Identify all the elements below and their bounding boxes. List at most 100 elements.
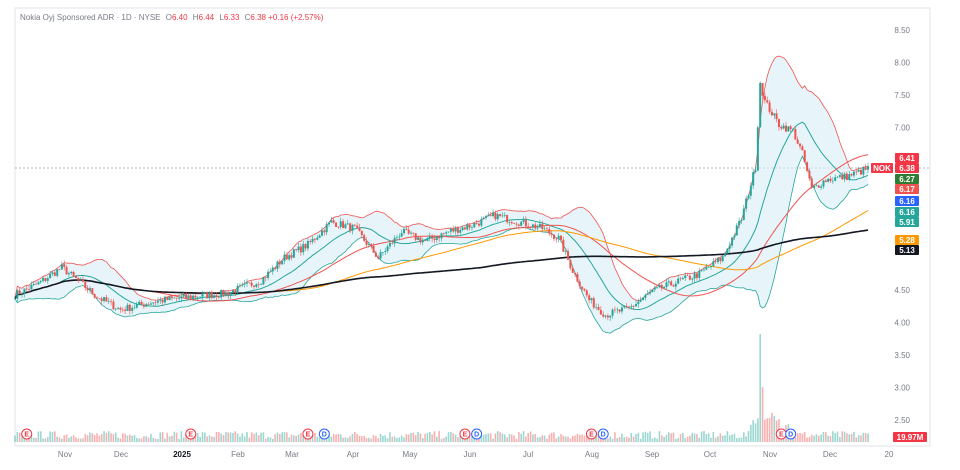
volume-bar [480,433,483,442]
volume-bar [864,433,867,442]
volume-bar [585,434,588,442]
candle [346,219,349,225]
candle-body [135,304,138,308]
volume-bar [309,437,312,442]
candle-body [707,267,710,268]
candle [431,233,434,243]
event-circle [185,428,197,440]
volume-bar [428,431,431,442]
candle-body [100,298,103,301]
volume-bar [794,437,797,442]
volume-bar [518,432,520,442]
volume-bar [555,438,558,442]
candle [552,233,555,242]
volume-bar [267,437,269,442]
candle [627,305,630,310]
candle [808,168,811,182]
candle [852,170,855,178]
volume-bar [525,436,527,442]
candle [424,239,427,242]
candle-body [86,287,89,291]
volume-bar [569,438,572,442]
candle-body [400,233,403,237]
candle-body [555,238,558,240]
volume-bar [726,431,729,442]
candle [817,184,820,188]
volume-bar [752,420,754,442]
price-label-text: 6.38 [899,164,915,173]
price-label-text: 5.28 [899,236,915,245]
candle [171,294,174,301]
candle-body [496,214,499,220]
candle-body [864,167,867,170]
price-label: 6.16 [895,207,919,217]
y-tick-label: 3.00 [894,384,910,393]
candle-body [267,271,270,278]
volume-bar [454,434,457,442]
event-circle [318,428,330,440]
volume-bar [208,435,211,442]
candle-body [260,284,263,285]
volume-bar [829,436,832,442]
close-key: C [244,13,251,22]
volume-bar [290,434,293,442]
candle [606,313,609,321]
volume-bar [508,433,511,442]
volume-bar [714,437,717,442]
candle [801,144,804,151]
candle [867,162,869,174]
volume-bar [810,434,813,442]
candle-body [717,258,720,263]
volume-bar [431,434,433,442]
volume-bar [766,418,769,442]
candle-body [461,227,464,231]
y-tick-label: 8.50 [894,26,910,35]
candle [679,276,682,282]
candle-body [440,233,443,239]
candle-body [801,146,804,151]
candle-body [182,294,185,297]
volume-bar [478,438,480,442]
volume-bar [808,436,811,442]
candle-body [356,225,359,228]
candle [25,285,28,292]
candle-body [391,242,394,244]
candle-body [245,282,248,284]
volume-bar [140,438,143,442]
candle-body [417,237,420,240]
volume-bar [65,434,68,442]
candle-body [264,277,267,278]
candle-body [114,308,117,310]
candle [91,287,94,296]
candle [105,294,108,302]
candle [642,296,645,301]
volume-bar [506,437,508,442]
volume-bar [815,434,818,442]
candle [456,225,459,237]
candle-body [105,297,108,302]
candle-body [646,293,649,295]
volume-bar [853,431,855,442]
candle-body [672,285,675,287]
candle [700,269,703,273]
candle [726,247,729,255]
candle [623,305,626,309]
candle [234,289,237,297]
candle-body [299,246,302,253]
candle-body [581,286,584,290]
candle-body [759,83,762,128]
earnings-marker: E [585,428,597,440]
candle [583,288,586,292]
candle-body [501,215,504,217]
candle-body [724,253,727,257]
candle-body [763,95,766,101]
candle-body [124,309,127,311]
candle-body [726,248,729,254]
volume-bar [541,435,544,442]
volume-bar [157,438,159,442]
volume-bar [595,432,597,442]
volume-label-bg [893,432,927,442]
candle [663,286,666,289]
candle [206,291,209,299]
